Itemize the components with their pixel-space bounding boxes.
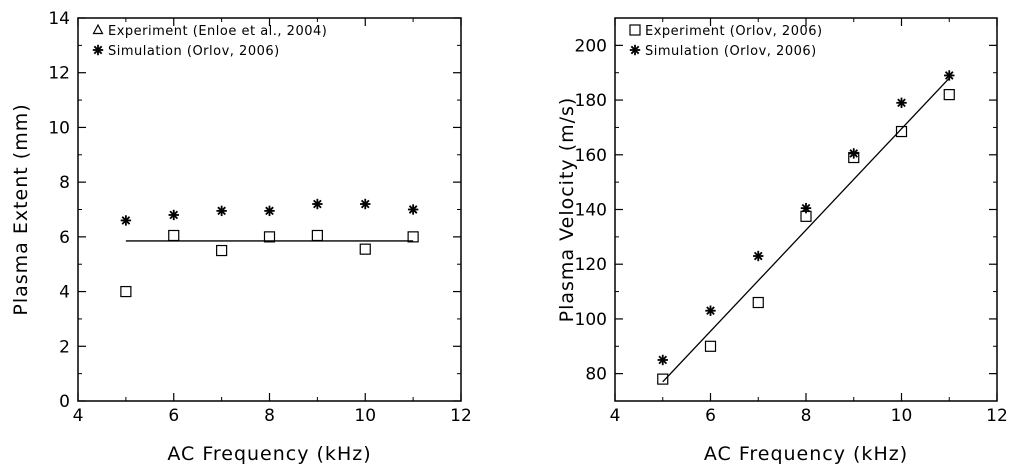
legend-entry: Simulation (Orlov, 2006) (108, 44, 280, 59)
series-0 (120, 229, 419, 298)
data-point-asterisk (120, 215, 132, 226)
x-tick-label: 6 (168, 406, 179, 426)
data-point-square (704, 340, 717, 352)
x-tick-label: 4 (73, 406, 84, 426)
data-point-square (311, 229, 323, 242)
y-tick-label: 140 (575, 201, 607, 221)
x-axis-label: AC Frequency (kHz) (167, 443, 371, 465)
data-point-asterisk-stroke (265, 206, 274, 216)
data-point-asterisk-stroke (753, 251, 763, 261)
legend-marker-asterisk (92, 44, 104, 56)
x-tick-label: 6 (705, 406, 716, 426)
data-point-asterisk-stroke (658, 355, 668, 365)
data-point-asterisk-stroke (944, 71, 954, 80)
data-point-square (359, 243, 371, 255)
x-tick-label: 10 (354, 406, 376, 426)
data-point-asterisk-stroke (849, 149, 859, 158)
y-tick-label: 160 (575, 146, 607, 166)
data-point-asterisk (657, 354, 668, 366)
data-point-asterisk (168, 209, 179, 221)
data-point-asterisk-stroke (897, 98, 906, 108)
legend: Experiment (Orlov, 2006) Simulation (Orlo… (629, 24, 823, 59)
data-point-asterisk-stroke (121, 216, 131, 225)
x-axis-label: AC Frequency (kHz) (704, 443, 908, 465)
data-point-asterisk (944, 70, 955, 81)
legend-marker-asterisk-stroke (93, 45, 103, 55)
y-tick-label: 120 (575, 255, 607, 275)
data-point-asterisk (264, 205, 275, 217)
legend-marker-square (629, 24, 641, 36)
y-tick-label: 14 (48, 9, 70, 29)
y-axis-label: Plasma Velocity (m/s) (556, 97, 578, 323)
y-tick-label: 4 (59, 283, 70, 303)
legend-entry: Experiment (Orlov, 2006) (645, 24, 823, 39)
data-point-square (168, 229, 180, 242)
legend-marker-asterisk (629, 44, 641, 56)
data-point-asterisk-stroke (313, 199, 322, 209)
data-point-square (657, 373, 669, 385)
legend: Experiment (Enloe et al., 2004) Simulatio… (92, 23, 327, 59)
data-point-asterisk (896, 97, 907, 109)
y-tick-label: 180 (575, 91, 607, 111)
data-point-asterisk-stroke (217, 206, 226, 216)
y-tick-label: 2 (59, 337, 70, 357)
fit-line (662, 77, 950, 383)
y-tick-label: 0 (59, 392, 70, 412)
data-point-square (407, 231, 419, 243)
x-tick-label: 12 (986, 406, 1008, 426)
data-point-square (943, 88, 955, 101)
x-tick-label: 12 (450, 406, 472, 426)
legend-marker-triangle (92, 23, 104, 35)
data-point-asterisk-stroke (408, 205, 418, 214)
y-tick-label: 100 (575, 310, 607, 330)
chart-panel-plasma-extent: 4 6 8 10 12 0 2 4 6 8 10 12 14 AC Frequency (kHz) Plas… (10, 9, 472, 465)
data-point-asterisk-stroke (801, 203, 811, 213)
data-point-square (263, 231, 276, 243)
legend-entry: Simulation (Orlov, 2006) (645, 44, 817, 59)
y-axis-label: Plasma Extent (mm) (10, 103, 32, 315)
y-tick-label: 8 (59, 173, 70, 193)
data-point-square (216, 244, 228, 257)
y-tick-label: 12 (48, 64, 70, 84)
data-point-square (752, 296, 764, 309)
data-point-asterisk (800, 202, 812, 214)
legend-marker-asterisk-stroke (630, 45, 640, 55)
x-tick-label: 10 (891, 406, 913, 426)
series-1 (120, 198, 419, 226)
data-point-asterisk-stroke (169, 210, 179, 220)
data-point-square (120, 285, 132, 298)
x-tick-label: 8 (264, 406, 275, 426)
data-point-asterisk (360, 198, 371, 210)
chart-panel-plasma-velocity: 4 6 8 10 12 80 100 120 140 160 180 200 AC Frequency … (556, 17, 1008, 465)
data-point-asterisk-stroke (360, 199, 370, 209)
series-1 (657, 70, 955, 366)
data-point-asterisk (312, 198, 323, 210)
data-point-asterisk (705, 305, 716, 316)
y-tick-label: 80 (585, 365, 607, 385)
data-point-asterisk (753, 250, 764, 262)
data-point-asterisk (848, 148, 859, 159)
x-tick-label: 8 (801, 406, 812, 426)
data-point-square (895, 125, 908, 138)
data-point-asterisk-stroke (706, 306, 715, 316)
y-tick-label: 200 (575, 36, 607, 56)
data-point-asterisk (407, 204, 419, 215)
y-tick-label: 6 (59, 228, 70, 248)
x-tick-label: 4 (610, 406, 621, 426)
data-point-asterisk (216, 205, 227, 217)
y-tick-label: 10 (48, 118, 70, 138)
legend-entry: Experiment (Enloe et al., 2004) (108, 24, 327, 39)
